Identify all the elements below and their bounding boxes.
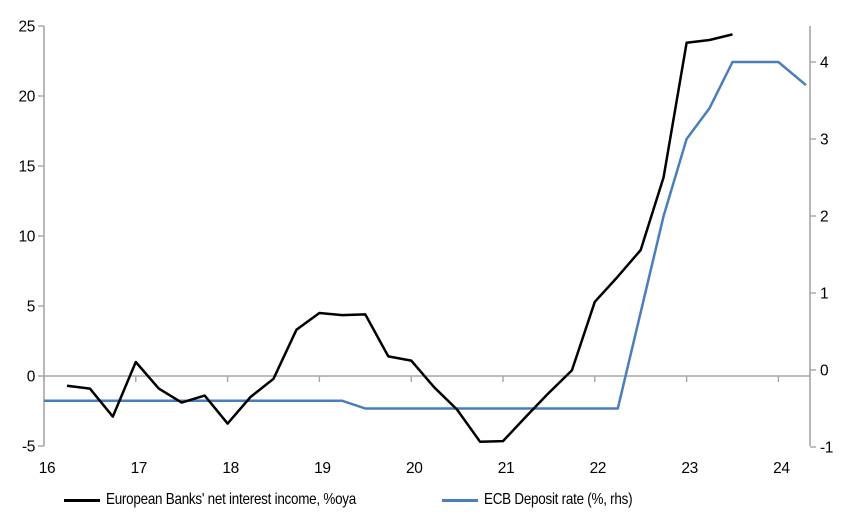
- y-axis-right-label: 3: [820, 132, 828, 149]
- y-axis-right-label: 4: [820, 55, 829, 72]
- y-axis-right-label: 1: [820, 286, 828, 303]
- deposit-rate-line: [44, 60, 807, 410]
- zero-line-group: [43, 375, 810, 382]
- deposit-rate-legend-label: ECB Deposit rate (%, rhs): [483, 491, 633, 508]
- nii-line-swatch: [63, 498, 100, 502]
- y-axis-right-label: 2: [820, 209, 828, 226]
- y-axis-left-label: -5: [22, 439, 35, 456]
- y-axis-left-label: 25: [19, 19, 35, 36]
- series-lines: [44, 33, 807, 444]
- y-axis-left-label: 15: [19, 159, 35, 176]
- x-axis-label: 18: [222, 460, 238, 477]
- y-axis-left-label: 20: [19, 89, 36, 106]
- x-axis-label: 17: [131, 460, 147, 477]
- y-axis-left-label: 10: [19, 229, 36, 246]
- y-axis-right-label: -1: [820, 440, 833, 457]
- x-axis-label: 22: [590, 460, 606, 477]
- y-axis-left-label: 0: [27, 369, 36, 386]
- x-axis-label: 16: [39, 460, 55, 477]
- legend-item-deposit-rate: ECB Deposit rate (%, rhs): [441, 491, 661, 509]
- legend-item-net-interest-income: European Banks' net interest income, %oy…: [63, 491, 404, 509]
- deposit-rate-line-swatch: [441, 498, 478, 502]
- x-axis-label: 21: [498, 460, 514, 477]
- y-axis-left-label: 5: [27, 299, 35, 316]
- x-axis-label: 20: [406, 460, 423, 477]
- y-axis-right-label: 0: [820, 363, 829, 380]
- nii-legend-label: European Banks' net interest income, %oy…: [105, 491, 356, 508]
- x-axis-label: 24: [773, 460, 790, 477]
- legend: European Banks' net interest income, %oy…: [0, 491, 788, 509]
- y-axis-right: 4 3 2 1 0 -1: [809, 26, 833, 457]
- x-axis-label: 23: [681, 460, 697, 477]
- x-axis-label: 19: [314, 460, 330, 477]
- y-axis-left: 25 20 15 10 5 0 -5: [19, 19, 45, 456]
- nii-line: [66, 33, 733, 444]
- x-axis: 16 17 18 19 20 21 22 23 24: [39, 460, 791, 477]
